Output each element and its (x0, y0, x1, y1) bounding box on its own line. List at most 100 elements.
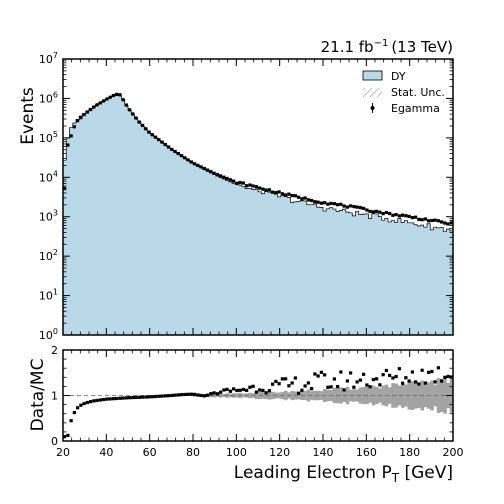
ratio-point (235, 388, 239, 393)
ratio-y-tick-label: 1 (51, 390, 58, 403)
ratio-point (199, 393, 203, 398)
x-tick-label: 60 (143, 446, 157, 459)
data-point (79, 116, 83, 120)
ratio-point (196, 393, 200, 397)
ratio-point (176, 393, 180, 397)
ratio-point (254, 390, 258, 394)
ratio-point (137, 395, 141, 399)
data-point (362, 206, 366, 211)
ratio-y-axis-title: Data/MC (28, 359, 48, 432)
uncertainty-bin (284, 390, 288, 401)
ratio-point (433, 380, 437, 384)
ratio-point (319, 370, 323, 374)
data-point (63, 186, 67, 191)
uncertainty-bin (212, 393, 217, 398)
data-point (443, 221, 447, 225)
x-tick-label: 20 (56, 446, 70, 459)
data-point (147, 130, 151, 134)
ratio-point (264, 391, 268, 395)
data-point (404, 214, 408, 218)
ratio-point (163, 394, 167, 398)
data-point (92, 105, 96, 109)
ratio-point (352, 385, 356, 389)
ratio-point (189, 392, 193, 396)
ratio-point (98, 398, 102, 402)
data-point (410, 216, 414, 220)
main-frame (62, 58, 454, 336)
data-point (105, 97, 109, 101)
data-point (121, 98, 125, 102)
x-axis-title: Leading Electron PT [GeV] (234, 463, 453, 485)
ratio-point (274, 379, 278, 384)
uncertainty-bin (375, 387, 379, 404)
data-point (365, 208, 369, 212)
legend-data-marker (370, 106, 375, 110)
data-point (417, 217, 421, 221)
data-point (313, 200, 317, 204)
data-point (134, 116, 138, 120)
x-tick-label: 100 (226, 446, 247, 459)
ratio-point (365, 383, 369, 387)
ratio-point (180, 393, 184, 397)
data-points (63, 92, 453, 226)
data-point (293, 194, 297, 198)
uncertainty-bin (352, 389, 356, 402)
data-point (261, 187, 265, 191)
ratio-point (167, 394, 171, 398)
data-point (310, 198, 314, 203)
data-point (319, 201, 323, 205)
lumi-exponent: −1 (374, 38, 389, 49)
ratio-point (388, 373, 392, 378)
ratio-point (89, 400, 93, 404)
ratio-point (323, 373, 327, 377)
data-point (316, 200, 320, 204)
ratio-point (404, 376, 408, 380)
data-point (297, 195, 301, 199)
ratio-point (358, 378, 362, 382)
ratio-point (215, 392, 219, 396)
uncertainty-bin (410, 381, 415, 410)
data-point (339, 202, 343, 206)
data-point (306, 198, 310, 202)
ratio-point (228, 389, 232, 393)
data-point (111, 93, 115, 98)
data-point (375, 209, 379, 213)
data-point (69, 134, 73, 138)
data-point (199, 165, 203, 169)
data-point (228, 178, 232, 182)
uncertainty-bin (423, 383, 428, 408)
legend: DY Stat. Unc. Egamma (362, 70, 445, 115)
x-axis-title-unit: [GeV] (399, 463, 453, 483)
data-point (300, 197, 304, 201)
uncertainty-bin (241, 393, 246, 398)
ratio-point (147, 395, 151, 399)
ratio-point (313, 372, 317, 376)
ratio-point (329, 385, 333, 389)
ratio-point (245, 388, 249, 392)
ratio-point (375, 377, 379, 381)
legend-unc-swatch (363, 88, 382, 97)
data-point (378, 210, 382, 214)
data-point (433, 218, 437, 222)
x-tick-label: 120 (269, 446, 290, 459)
data-point (137, 120, 141, 124)
ratio-point (368, 385, 372, 389)
data-point (215, 172, 219, 177)
ratio-point (225, 387, 229, 391)
data-point (371, 210, 375, 214)
ratio-point (128, 396, 132, 400)
data-point (287, 192, 291, 196)
main-panel: 100 101 102 103 104 105 106 107 Events 21.1 fb−… (18, 38, 454, 342)
uncertainty-bin (430, 380, 434, 411)
ratio-point (443, 375, 447, 379)
x-axis-title-main: Leading Electron P (234, 463, 392, 483)
ratio-point (85, 400, 89, 405)
ratio-point (63, 435, 67, 439)
ratio-point (423, 381, 427, 385)
data-point (326, 202, 330, 206)
data-point (352, 205, 356, 209)
data-point (118, 93, 122, 97)
ratio-point (381, 373, 385, 377)
x-tick-label: 200 (443, 446, 464, 459)
